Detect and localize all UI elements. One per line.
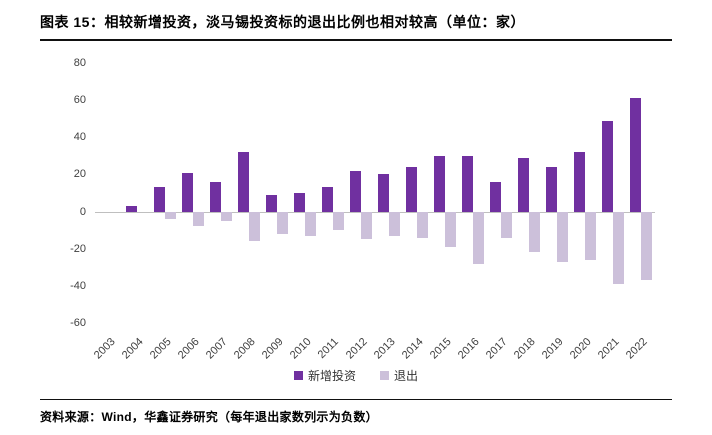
source-note: 资料来源：Wind，华鑫证券研究（每年退出家数列示为负数） bbox=[40, 410, 378, 424]
x-axis-label: 2018 bbox=[511, 335, 538, 362]
bar-退出-2017 bbox=[501, 211, 512, 238]
x-axis-label: 2015 bbox=[427, 335, 454, 362]
bottom-divider bbox=[40, 399, 672, 400]
chart-legend: 新增投资 退出 bbox=[40, 367, 672, 384]
bar-新增投资-2020 bbox=[574, 152, 585, 212]
bar-退出-2013 bbox=[389, 211, 400, 236]
bar-退出-2018 bbox=[529, 211, 540, 253]
x-axis-label: 2010 bbox=[287, 335, 314, 362]
y-axis-label: 80 bbox=[73, 57, 86, 69]
bar-新增投资-2014 bbox=[406, 167, 417, 212]
bar-退出-2020 bbox=[585, 211, 596, 260]
chart-area: 新增投资 退出 80 60 40 20 0 -20 -40 -60 2003 2004 2005 20… bbox=[40, 41, 672, 399]
figure-title: 图表 15：相较新增投资，淡马锡投资标的退出比例也相对较高（单位：家） bbox=[40, 14, 525, 30]
bar-退出-2012 bbox=[361, 211, 372, 240]
bar-新增投资-2008 bbox=[238, 152, 249, 212]
bar-新增投资-2018 bbox=[518, 157, 529, 212]
bar-退出-2021 bbox=[613, 211, 624, 284]
bar-退出-2009 bbox=[277, 211, 288, 234]
y-axis-label: -60 bbox=[70, 317, 86, 329]
x-axis-label: 2016 bbox=[455, 335, 482, 362]
bar-退出-2008 bbox=[249, 211, 260, 242]
bar-退出-2006 bbox=[193, 211, 204, 227]
bar-退出-2016 bbox=[473, 211, 484, 264]
legend-item-new-investment: 新增投资 bbox=[293, 367, 356, 384]
bar-退出-2014 bbox=[417, 211, 428, 238]
bar-新增投资-2012 bbox=[350, 170, 361, 212]
bar-退出-2022 bbox=[641, 211, 652, 281]
y-axis-label: 60 bbox=[73, 94, 86, 107]
x-axis-label: 2020 bbox=[567, 335, 594, 362]
x-axis-label: 2008 bbox=[231, 335, 258, 362]
y-axis-label: -40 bbox=[70, 279, 86, 292]
bar-退出-2005 bbox=[165, 211, 176, 219]
legend-label-exit: 退出 bbox=[394, 369, 419, 383]
bar-退出-2007 bbox=[221, 211, 232, 221]
y-axis-label: 20 bbox=[73, 168, 86, 181]
bar-新增投资-2016 bbox=[462, 155, 473, 212]
bar-新增投资-2006 bbox=[182, 172, 193, 212]
x-axis-label: 2005 bbox=[147, 335, 174, 362]
y-axis-label: 0 bbox=[79, 205, 86, 218]
y-axis-label: 40 bbox=[73, 131, 86, 144]
bar-新增投资-2011 bbox=[322, 187, 333, 212]
x-axis-label: 2004 bbox=[119, 335, 146, 362]
legend-item-exit: 退出 bbox=[380, 367, 418, 384]
x-axis-label: 2013 bbox=[371, 335, 398, 362]
x-axis-label: 2011 bbox=[316, 335, 342, 361]
bar-新增投资-2005 bbox=[154, 187, 165, 212]
bar-新增投资-2013 bbox=[378, 174, 389, 212]
bar-新增投资-2004 bbox=[126, 206, 137, 212]
x-axis-label: 2019 bbox=[539, 335, 566, 362]
y-axis-label: -20 bbox=[70, 242, 86, 255]
bar-退出-2019 bbox=[557, 211, 568, 262]
x-axis-label: 2012 bbox=[343, 335, 370, 362]
plot-area bbox=[95, 63, 655, 323]
x-axis-label: 2017 bbox=[483, 335, 510, 362]
bar-新增投资-2019 bbox=[546, 167, 557, 212]
bar-退出-2015 bbox=[445, 211, 456, 247]
bar-新增投资-2015 bbox=[434, 155, 445, 212]
legend-label-new-investment: 新增投资 bbox=[307, 369, 356, 383]
top-divider bbox=[40, 39, 672, 41]
bar-退出-2011 bbox=[333, 211, 344, 231]
bar-新增投资-2022 bbox=[630, 98, 641, 212]
bar-新增投资-2009 bbox=[266, 194, 277, 212]
x-axis-label: 2022 bbox=[623, 335, 650, 362]
bar-退出-2010 bbox=[305, 211, 316, 236]
x-axis-label: 2014 bbox=[399, 335, 426, 362]
zero-axis-line bbox=[95, 211, 655, 213]
x-axis-label: 2007 bbox=[203, 335, 230, 362]
legend-swatch-exit-icon bbox=[380, 371, 389, 380]
bar-新增投资-2021 bbox=[602, 120, 613, 212]
bar-新增投资-2017 bbox=[490, 181, 501, 212]
bar-新增投资-2010 bbox=[294, 193, 305, 212]
x-axis-label: 2021 bbox=[595, 335, 622, 362]
legend-swatch-new-investment-icon bbox=[293, 371, 303, 380]
bar-新增投资-2007 bbox=[210, 181, 221, 212]
x-axis-label: 2003 bbox=[91, 335, 118, 362]
x-axis-label: 2009 bbox=[259, 335, 286, 362]
x-axis-label: 2006 bbox=[175, 335, 202, 362]
